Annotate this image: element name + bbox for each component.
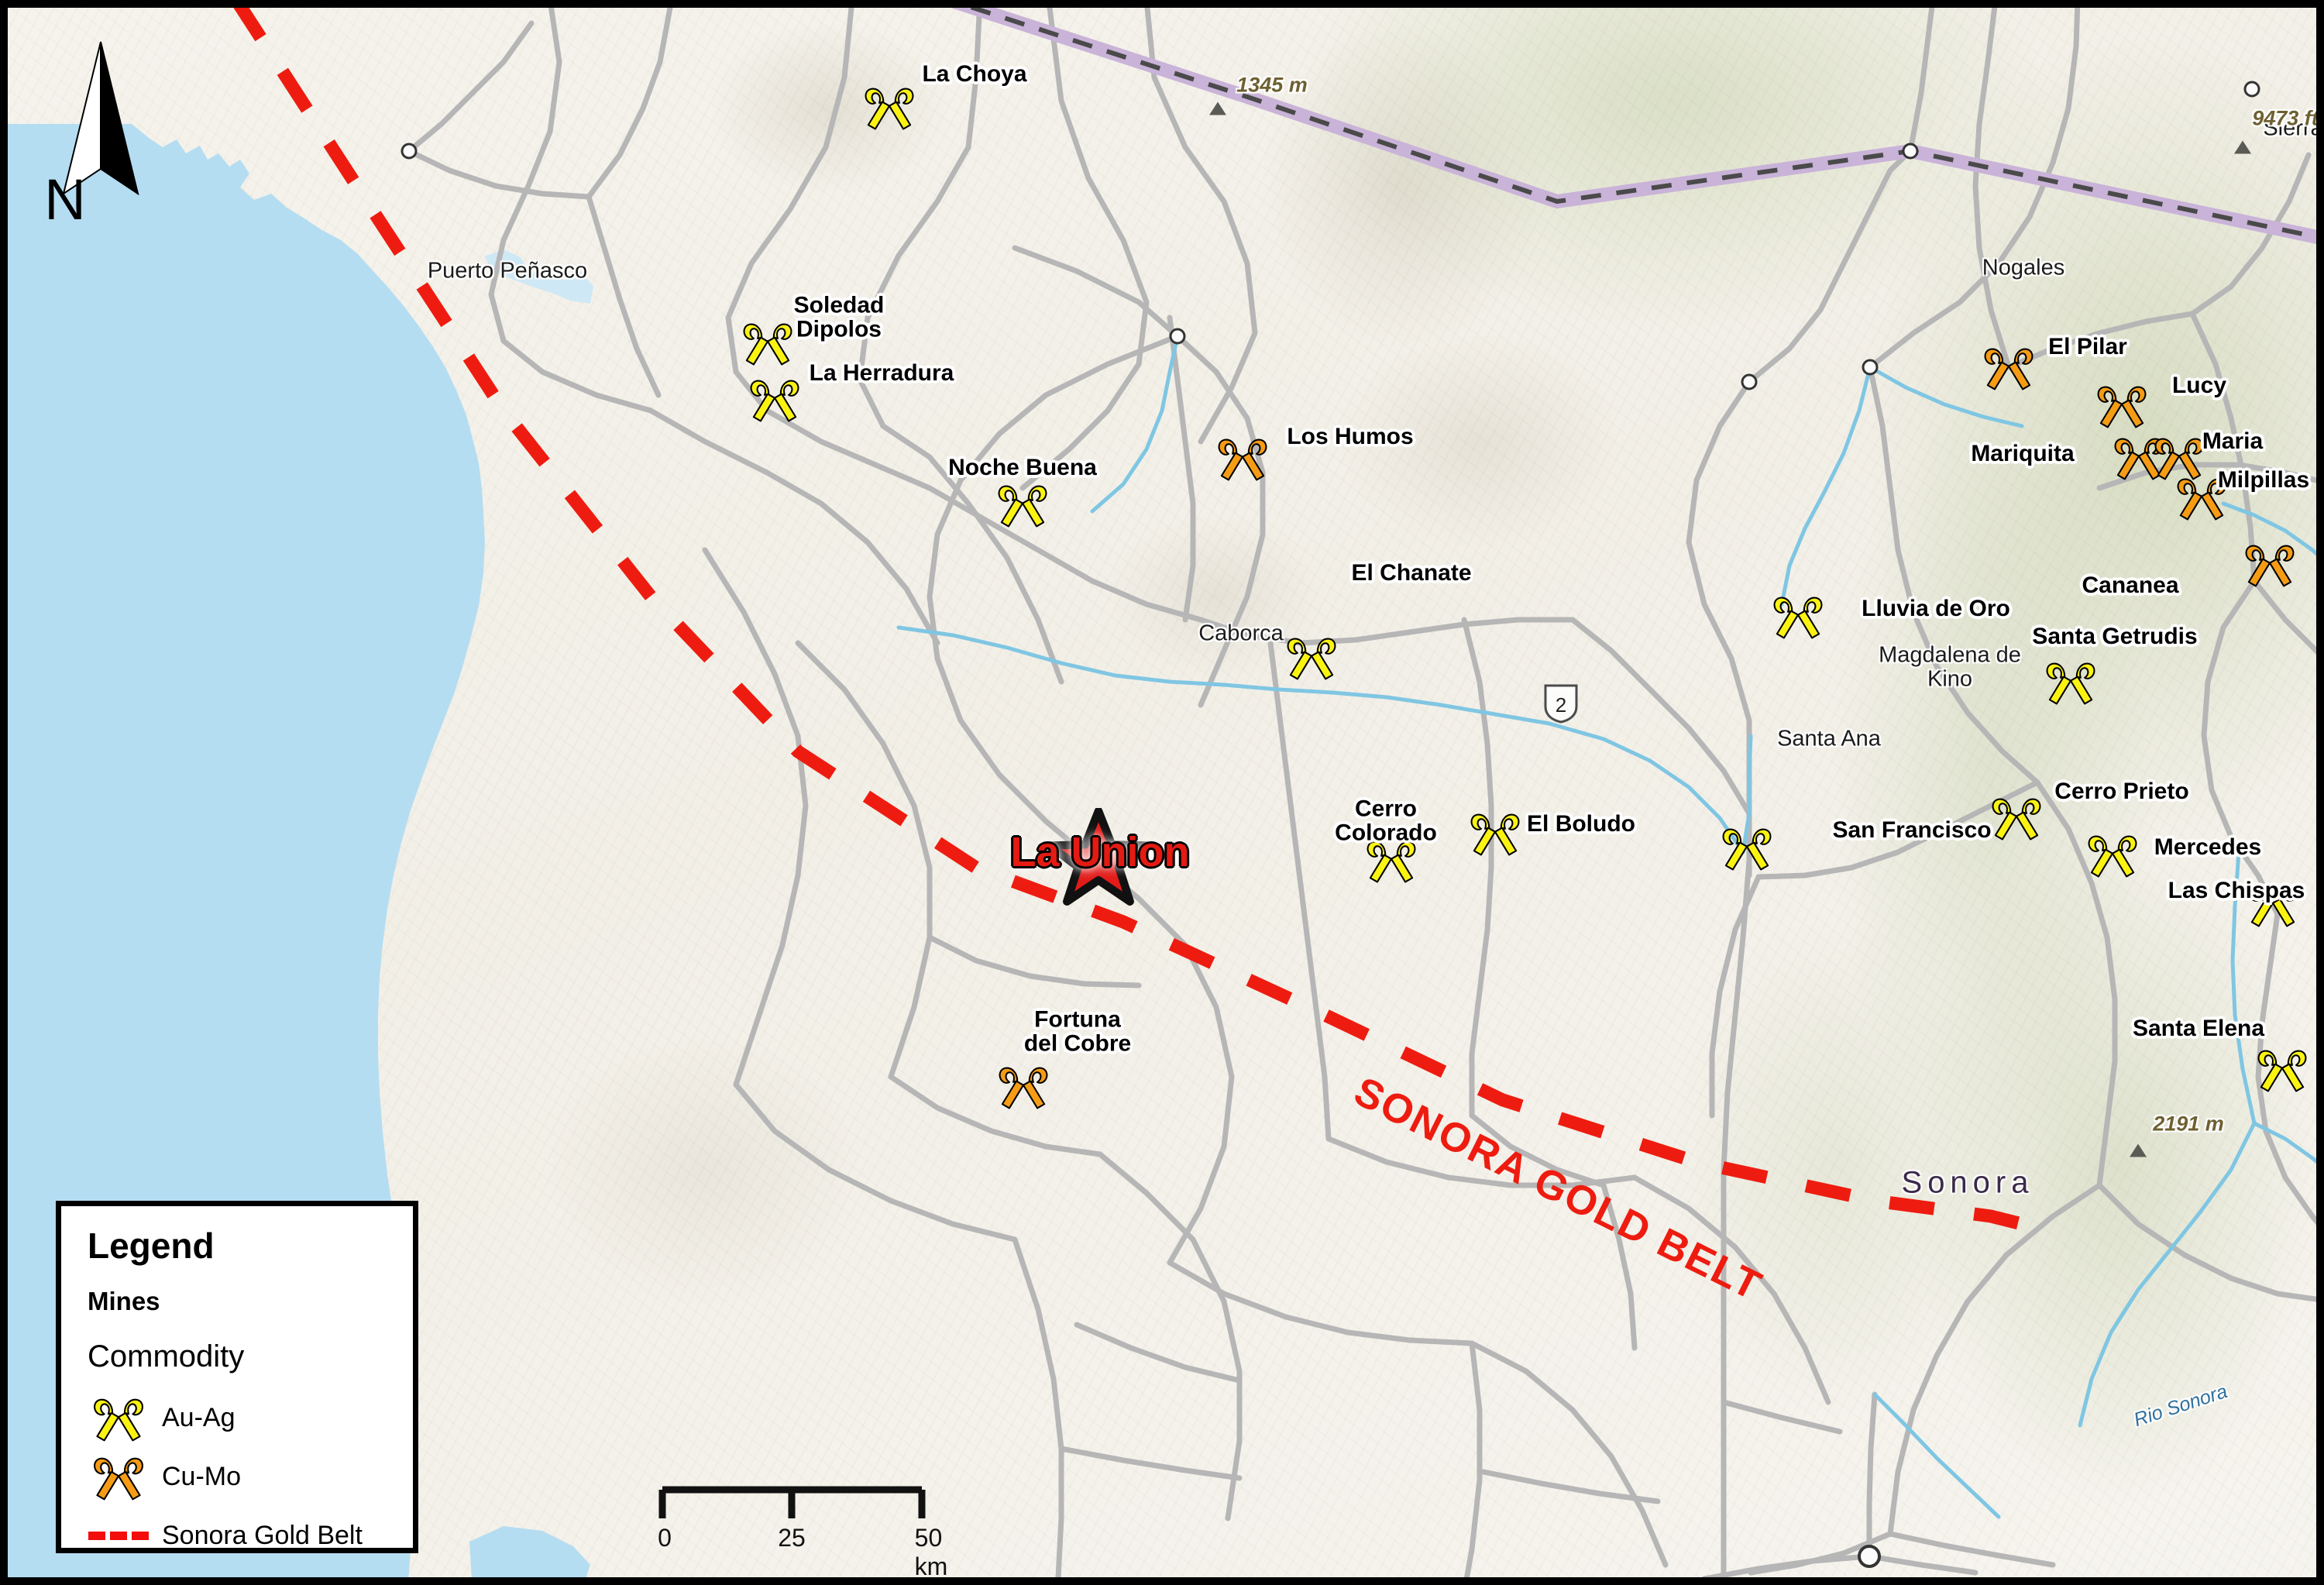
legend-category-heading: Commodity xyxy=(88,1339,245,1374)
mine-label-los-humos: Los Humos xyxy=(1287,424,1414,449)
vector-overlays xyxy=(233,8,2316,1577)
elevation-label-0: 1345 m xyxy=(1236,73,1308,97)
mine-marker-santa-elena[interactable] xyxy=(2257,1045,2308,1093)
mine-marker-san-francisco[interactable] xyxy=(1721,823,1772,872)
city-label-nogales: Nogales xyxy=(1982,255,2065,280)
international-border xyxy=(951,8,2316,244)
rivers xyxy=(896,334,2316,1519)
north-arrow xyxy=(54,39,147,240)
mine-marker-mercedes[interactable] xyxy=(2087,830,2138,878)
city-marker-magdalena-de-kino[interactable] xyxy=(1862,359,1879,376)
project-label: La Union xyxy=(1010,829,1190,875)
sonora-gold-belt-line xyxy=(233,8,2040,1235)
mine-marker-lluvia-de-oro[interactable] xyxy=(1772,592,1824,640)
mine-marker-mariquita[interactable] xyxy=(2096,381,2147,429)
mine-label-santa-getrudis: Santa Getrudis xyxy=(2032,624,2198,649)
city-label-magdalena-de-kino: Magdalena de Kino xyxy=(1879,642,2021,692)
mine-marker-noche-buena[interactable] xyxy=(997,480,1048,528)
mine-marker-santa-getrudis[interactable] xyxy=(2045,658,2096,706)
mine-label-lluvia-de-oro: Lluvia de Oro xyxy=(1862,596,2010,621)
mine-marker-la-choya[interactable] xyxy=(864,83,915,131)
scale-tick-50: 50 km xyxy=(914,1524,948,1580)
mine-marker-cerro-prieto[interactable] xyxy=(1991,793,2042,841)
city-label-sierra: Sierra xyxy=(2263,115,2323,141)
mine-hammers-icon xyxy=(88,1394,150,1442)
elevation-label-1: 9473 ft xyxy=(2252,106,2319,130)
mine-label-el-boludo: El Boludo xyxy=(1527,811,1635,837)
scale-tick-25: 25 xyxy=(778,1524,806,1552)
north-arrow-label: N xyxy=(44,167,86,232)
legend-title: Legend xyxy=(88,1226,215,1266)
city-label-puerto-pe-asco: Puerto Peñasco xyxy=(427,258,588,284)
legend-item-gold-belt-label: Sonora Gold Belt xyxy=(162,1520,363,1550)
road-network xyxy=(406,8,2316,1577)
city-label-caborca: Caborca xyxy=(1198,621,1284,646)
legend-item-au-ag[interactable]: Au-Ag xyxy=(88,1388,413,1447)
city-marker-nogales[interactable] xyxy=(1902,143,1919,160)
mine-marker-soledad-dipolos[interactable] xyxy=(742,318,793,366)
mine-marker-el-chanate[interactable] xyxy=(1286,633,1337,681)
mine-label-cerro-prieto: Cerro Prieto xyxy=(2054,779,2189,804)
mine-marker-los-humos[interactable] xyxy=(1217,434,1268,482)
mine-label-el-pilar: El Pilar xyxy=(2048,334,2127,359)
mine-label-milpillas: Milpillas xyxy=(2217,467,2310,493)
mine-label-noche-buena: Noche Buena xyxy=(948,455,1097,480)
mine-marker-el-boludo[interactable] xyxy=(1470,809,1521,857)
highway-shield-number: 2 xyxy=(1555,693,1567,717)
mine-label-soledad-dipolos: Soledad Dipolos xyxy=(793,292,885,342)
scale-bar: 0 25 50 km xyxy=(658,1484,947,1577)
mine-hammers-icon xyxy=(88,1453,150,1501)
peak-triangle-icon xyxy=(2130,1143,2147,1157)
peak-triangle-icon xyxy=(1209,101,1226,115)
mine-label-la-herradura: La Herradura xyxy=(809,360,954,386)
mine-label-cananea: Cananea xyxy=(2082,572,2179,598)
legend-item-cu-mo-label: Cu-Mo xyxy=(162,1461,242,1491)
peak-triangle-icon xyxy=(2234,140,2251,154)
dashed-line-icon xyxy=(88,1531,150,1540)
mine-label-fortuna-del-cobre: Fortuna del Cobre xyxy=(1023,1006,1132,1056)
mine-label-el-chanate: El Chanate xyxy=(1351,560,1472,586)
state-label-sonora: Sonora xyxy=(1901,1165,2034,1200)
mine-label-san-francisco: San Francisco xyxy=(1832,817,1992,843)
legend-item-gold-belt[interactable]: Sonora Gold Belt xyxy=(88,1506,413,1565)
mine-label-cerro-colorado: Cerro Colorado xyxy=(1335,796,1437,845)
city-marker-puerto-pe-asco[interactable] xyxy=(401,143,418,160)
mine-marker-la-herradura[interactable] xyxy=(749,375,800,423)
legend-subtitle: Mines xyxy=(88,1287,160,1315)
scale-tick-0: 0 xyxy=(658,1524,672,1552)
mine-label-la-choya: La Choya xyxy=(922,61,1027,87)
highway-shield-2[interactable]: 2 xyxy=(1543,683,1579,724)
city-marker-santa-ana[interactable] xyxy=(1741,373,1758,390)
mine-label-las-chispas: Las Chispas xyxy=(2168,878,2305,903)
legend-panel: Legend Mines Commodity Au-Ag Cu-Mo Sonor… xyxy=(56,1201,418,1553)
legend-item-au-ag-label: Au-Ag xyxy=(162,1402,235,1432)
elevation-label-2: 2191 m xyxy=(2153,1112,2224,1136)
mine-marker-fortuna-del-cobre[interactable] xyxy=(998,1062,1049,1110)
city-marker-caborca[interactable] xyxy=(1169,328,1186,345)
mine-label-mariquita: Mariquita xyxy=(1971,441,2075,466)
mine-label-maria: Maria xyxy=(2202,428,2264,454)
mine-marker-el-pilar[interactable] xyxy=(1983,343,2034,391)
mine-label-santa-elena: Santa Elena xyxy=(2132,1016,2265,1041)
city-label-santa-ana: Santa Ana xyxy=(1777,726,1881,751)
mine-marker-cananea[interactable] xyxy=(2244,540,2295,588)
city-marker-sierra[interactable] xyxy=(2243,81,2260,98)
mine-label-lucy: Lucy xyxy=(2171,373,2227,398)
city-marker-hermosillo[interactable] xyxy=(1858,1545,1881,1568)
mine-label-mercedes: Mercedes xyxy=(2154,834,2262,860)
legend-item-cu-mo[interactable]: Cu-Mo xyxy=(88,1447,413,1506)
